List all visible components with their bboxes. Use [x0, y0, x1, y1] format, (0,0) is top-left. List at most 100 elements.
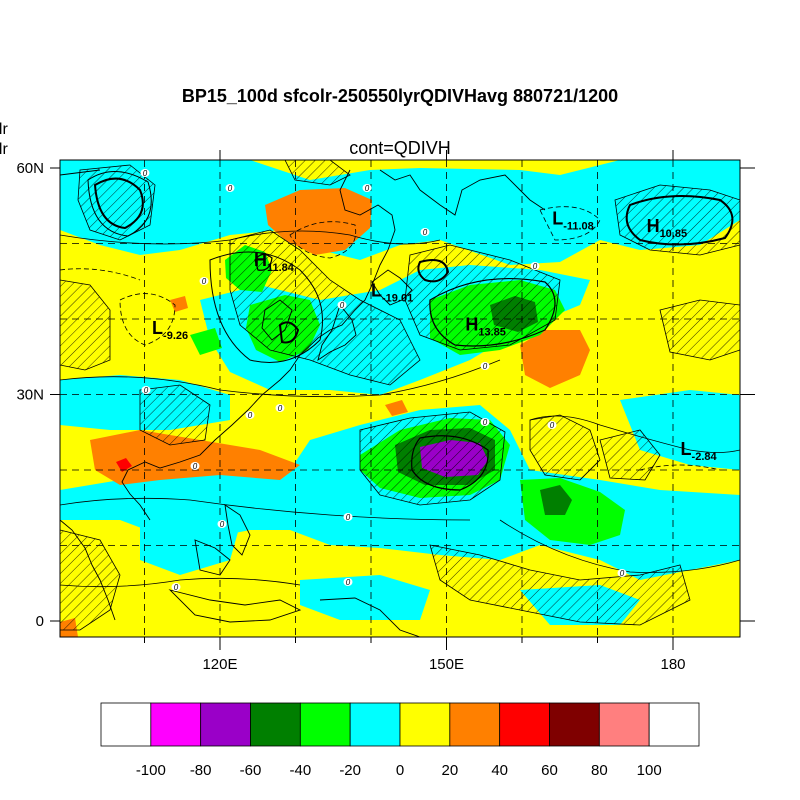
colorbar-label: -20: [339, 762, 361, 779]
zero-label-bg: [343, 578, 353, 586]
lat-tick-label: 0: [36, 613, 44, 630]
zero-contour-label: 0: [248, 411, 253, 420]
zero-contour-label: 0: [174, 583, 179, 592]
colorbar-label: 60: [541, 762, 558, 779]
lon-tick-label: 180: [660, 656, 685, 673]
zero-contour-label: 0: [144, 386, 149, 395]
pressure-center-label: H10.85: [647, 216, 688, 240]
pressure-center-label: L-9.26: [152, 318, 188, 342]
zero-contour-label: 0: [550, 421, 555, 430]
pressure-center-label: L-19.01: [371, 280, 413, 304]
colorbar-label: 100: [637, 762, 662, 779]
zero-label-bg: [337, 301, 347, 309]
zero-label-bg: [225, 184, 235, 192]
zero-label-bg: [275, 404, 285, 412]
coastlines: [60, 169, 546, 637]
zero-label-bg: [245, 411, 255, 419]
center-symbol: H: [254, 250, 267, 270]
zero-contour-label: 0: [340, 301, 345, 310]
zero-contour-label: 0: [346, 513, 351, 522]
zero-label-bg: [530, 262, 540, 270]
zero-label-bg: [343, 513, 353, 521]
center-value: 13.85: [478, 326, 506, 338]
colorbar-box: [250, 702, 301, 747]
zero-label-bg: [217, 520, 227, 528]
colorbar-box: [549, 702, 600, 747]
contour-zero-labels: 0 0 0 0 0 0 0 0 0 0 0 0 0 0 0 0 0 0 0: [140, 169, 627, 592]
lon-tick-label: 120E: [202, 656, 237, 673]
zero-contour-label: 0: [423, 228, 428, 237]
pressure-center-label: L-11.08: [552, 209, 594, 233]
colorbar-label: -80: [190, 762, 212, 779]
colorbar-box: [299, 702, 351, 747]
zero-contour-label: 0: [278, 404, 283, 413]
shaded-field: [60, 160, 740, 637]
zero-contour-label: 0: [143, 169, 148, 178]
center-value: -2.84: [692, 451, 718, 463]
pressure-center-label: H13.85: [465, 314, 506, 338]
zero-contour-label: 0: [346, 578, 351, 587]
colorbar-box: [499, 702, 550, 747]
red-region: [116, 458, 132, 472]
zero-contour-label: 0: [202, 277, 207, 286]
zero-label-bg: [199, 277, 209, 285]
colorbar-box: [598, 702, 650, 747]
center-symbol: L: [152, 318, 163, 338]
zero-contour-label: 0: [193, 462, 198, 471]
zero-label-bg: [547, 421, 557, 429]
colorbar-label: -60: [240, 762, 262, 779]
center-symbol: H: [647, 216, 660, 236]
zero-contour-label: 0: [483, 362, 488, 371]
center-symbol: L: [371, 280, 382, 300]
colorbar-label: 20: [441, 762, 458, 779]
negative-contours: [60, 206, 721, 471]
lat-tick-label: 30N: [16, 387, 44, 404]
orange-regions: [60, 188, 590, 637]
axis-ticks: 60N 30N 0 120E 150E 180: [16, 150, 755, 673]
plot-title: BP15_100d sfcolr-250550lyrQDIVHavg 88072…: [181, 86, 619, 106]
colorbar: -100 -80 -60 -40 -20 0 20 40 60 80 100: [100, 702, 700, 779]
zero-contour-label: 0: [620, 569, 625, 578]
zero-label-bg: [617, 569, 627, 577]
colorbar-label: 80: [591, 762, 608, 779]
colorbar-box: [200, 702, 251, 747]
center-value: 11.84: [267, 262, 295, 274]
colorbar-label: 40: [491, 762, 508, 779]
zero-contour-label: 0: [533, 262, 538, 271]
center-value: -11.08: [563, 221, 594, 233]
zero-contour-label: 0: [483, 418, 488, 427]
center-value: -19.01: [382, 292, 413, 304]
zero-label-bg: [140, 169, 150, 177]
center-symbol: H: [465, 314, 478, 334]
lon-tick-label: 150E: [429, 656, 464, 673]
grid-lines: [60, 160, 740, 637]
colorbar-box: [150, 702, 202, 747]
center-symbol: L: [681, 439, 692, 459]
colorbar-box: [399, 702, 451, 747]
zero-label-bg: [190, 462, 200, 470]
lat-tick-label: 60N: [16, 160, 44, 177]
zero-label-bg: [141, 386, 151, 394]
zero-label-bg: [480, 418, 490, 426]
left-clipped-label: olr olr: [0, 120, 14, 160]
pressure-center-label: H11.84: [254, 250, 295, 274]
colorbar-label: -100: [136, 762, 166, 779]
colorbar-label: 0: [396, 762, 404, 779]
plot-frame: [59, 159, 741, 638]
zero-label-bg: [171, 583, 181, 591]
zero-contour-label: 0: [365, 184, 370, 193]
zero-label-bg: [362, 184, 372, 192]
pressure-center-label: L-2.84: [681, 439, 718, 463]
center-value: -9.26: [163, 330, 188, 342]
left-clipped-line-1: olr: [0, 121, 8, 138]
colorbar-box: [100, 702, 152, 747]
zero-label-bg: [480, 362, 490, 370]
zero-label-bg: [420, 228, 430, 236]
zero-contour-label: 0: [220, 520, 225, 529]
center-symbol: L: [552, 209, 563, 229]
colorbar-box: [449, 702, 501, 747]
plot-subtitle: cont=QDIVH: [349, 138, 451, 158]
colorbar-label: -40: [289, 762, 311, 779]
